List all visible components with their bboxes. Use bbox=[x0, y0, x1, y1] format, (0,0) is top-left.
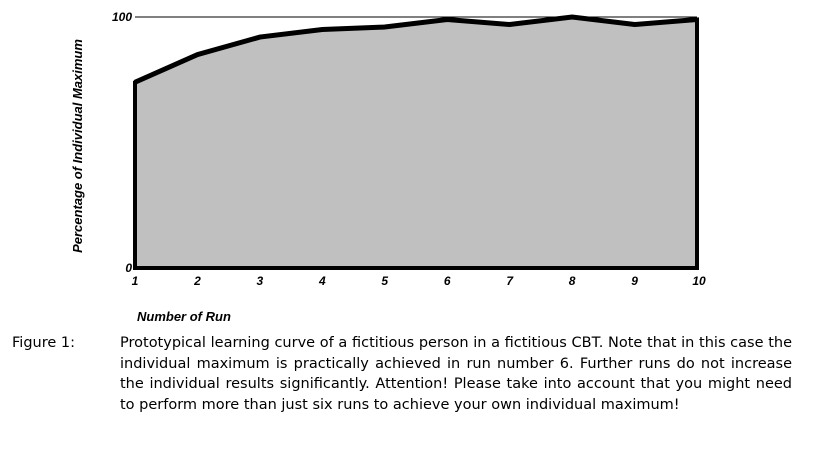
plot-area bbox=[133, 14, 699, 270]
x-tick-label: 3 bbox=[257, 274, 264, 288]
data-line bbox=[133, 14, 698, 85]
x-tick-label: 4 bbox=[318, 274, 326, 288]
x-tick-label: 7 bbox=[506, 274, 514, 288]
y-tick-label: 100 bbox=[112, 10, 132, 24]
x-tick-label: 2 bbox=[193, 274, 201, 288]
x-tick-label: 9 bbox=[631, 274, 638, 288]
x-tick-label: 5 bbox=[381, 274, 388, 288]
caption-text: Prototypical learning curve of a fictiti… bbox=[120, 335, 792, 413]
y-axis-title: Percentage of Individual Maximum bbox=[70, 39, 85, 253]
x-axis-title: Number of Run bbox=[137, 309, 231, 324]
x-tick-label: 1 bbox=[132, 274, 139, 288]
figure-caption: Figure 1: Prototypical learning curve of… bbox=[12, 333, 792, 415]
x-tick-label: 10 bbox=[692, 274, 706, 288]
y-tick-label: 0 bbox=[125, 261, 132, 275]
caption-label: Figure 1: bbox=[12, 335, 75, 351]
data-area bbox=[133, 14, 699, 270]
x-tick-label: 6 bbox=[444, 274, 451, 288]
x-tick-label: 8 bbox=[569, 274, 576, 288]
